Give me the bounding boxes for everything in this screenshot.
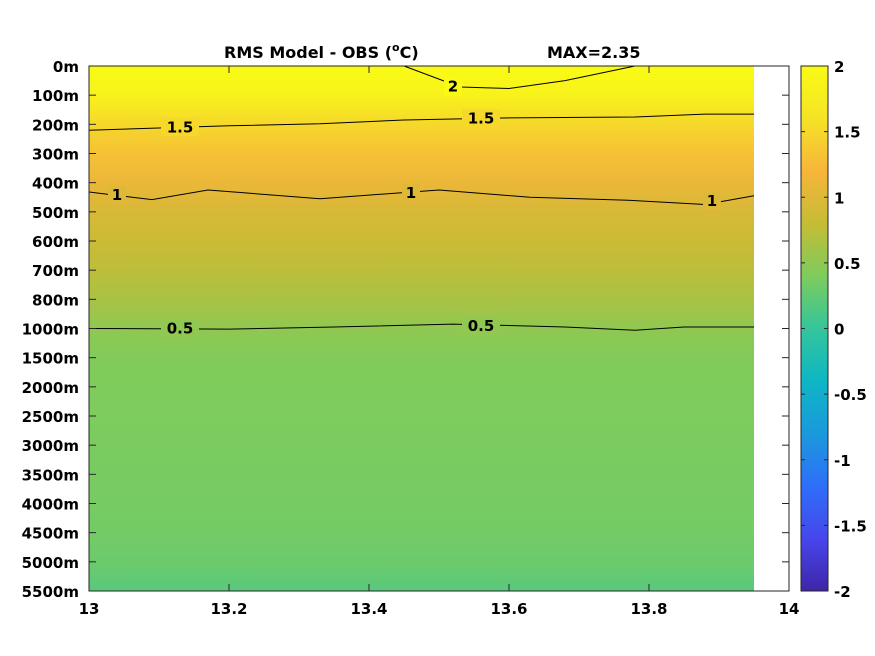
y-tick-label: 5500m (22, 583, 79, 601)
colorbar-ticks: 2 1.5 1 0.5 0 -0.5 -1 -1.5 -2 (801, 58, 867, 601)
y-tick-label: 4500m (22, 525, 79, 543)
contour-lines (88, 65, 755, 331)
plot-area: 2 1.5 1.5 1 1 1 0.5 0.5 (88, 65, 790, 592)
colorbar-tick-label: 2 (834, 58, 844, 76)
contour-line (88, 113, 754, 131)
y-axis: 0m 100m 200m 300m 400m 500m 600m 700m 800m 1000m 1… (22, 58, 789, 601)
colorbar-tick-label: -1 (834, 452, 851, 470)
y-tick-label: 5000m (22, 554, 79, 572)
contour-label-bg (703, 192, 721, 211)
contour-label-bg (161, 118, 199, 137)
contour-label: 1 (112, 186, 122, 204)
colorbar-tick-label: 0 (834, 321, 844, 339)
x-tick-label: 13.2 (210, 600, 247, 618)
contour-label: 1.5 (468, 110, 495, 128)
contour-label-bg (402, 183, 420, 202)
contour-label: 1.5 (167, 118, 194, 136)
x-tick-label: 14 (779, 600, 800, 618)
contour-label: 0.5 (167, 320, 194, 338)
contour-label-bg (462, 317, 500, 336)
x-tick-label: 13.4 (350, 600, 387, 618)
y-tick-label: 600m (32, 233, 79, 251)
y-tick-label: 200m (32, 116, 79, 134)
colorbar-tick-label: 1.5 (834, 124, 861, 142)
contour-labels: 2 1.5 1.5 1 1 1 0.5 0.5 (108, 77, 721, 338)
x-tick-label: 13.8 (630, 600, 667, 618)
y-tick-label: 400m (32, 175, 79, 193)
colorbar-tick-label: -2 (834, 583, 851, 601)
colorbar-tick-label: -0.5 (834, 386, 867, 404)
y-tick-label: 4000m (22, 496, 79, 514)
max-value-label: MAX=2.35 (547, 43, 641, 62)
contour-line (88, 323, 754, 331)
contour-label: 2 (448, 77, 458, 95)
x-axis: 13 13.2 13.4 13.6 13.8 14 (79, 66, 800, 618)
colorbar-tick-label: 1 (834, 189, 844, 207)
contour-label-bg (462, 109, 500, 128)
colorbar-scale (800, 65, 829, 592)
contour-line (88, 189, 755, 206)
y-tick-label: 100m (32, 87, 79, 105)
contour-label-bg (108, 185, 126, 204)
colorbar: 2 1.5 1 0.5 0 -0.5 -1 -1.5 -2 (800, 58, 867, 601)
y-tick-label: 300m (32, 146, 79, 164)
y-tick-label: 1500m (22, 350, 79, 368)
y-tick-label: 0m (53, 58, 79, 76)
contour-label: 1 (406, 184, 416, 202)
y-tick-label: 500m (32, 204, 79, 222)
y-tick-label: 3000m (22, 437, 79, 455)
y-tick-label: 3500m (22, 466, 79, 484)
chart-title: RMS Model - OBS (oC) (224, 41, 419, 62)
contour-label: 1 (707, 192, 717, 210)
y-tick-label: 800m (32, 291, 79, 309)
colorbar-tick-label: 0.5 (834, 255, 861, 273)
contour-label: 0.5 (468, 317, 495, 335)
y-tick-label: 2500m (22, 408, 79, 426)
x-tick-label: 13 (79, 600, 100, 618)
contour-label-bg (161, 319, 199, 338)
y-tick-label: 2000m (22, 379, 79, 397)
contour-label-bg (444, 77, 462, 96)
colorbar-tick-label: -1.5 (834, 517, 867, 535)
contour-line (403, 65, 636, 90)
y-tick-label: 1000m (22, 321, 79, 339)
y-tick-label: 700m (32, 262, 79, 280)
x-tick-label: 13.6 (490, 600, 527, 618)
